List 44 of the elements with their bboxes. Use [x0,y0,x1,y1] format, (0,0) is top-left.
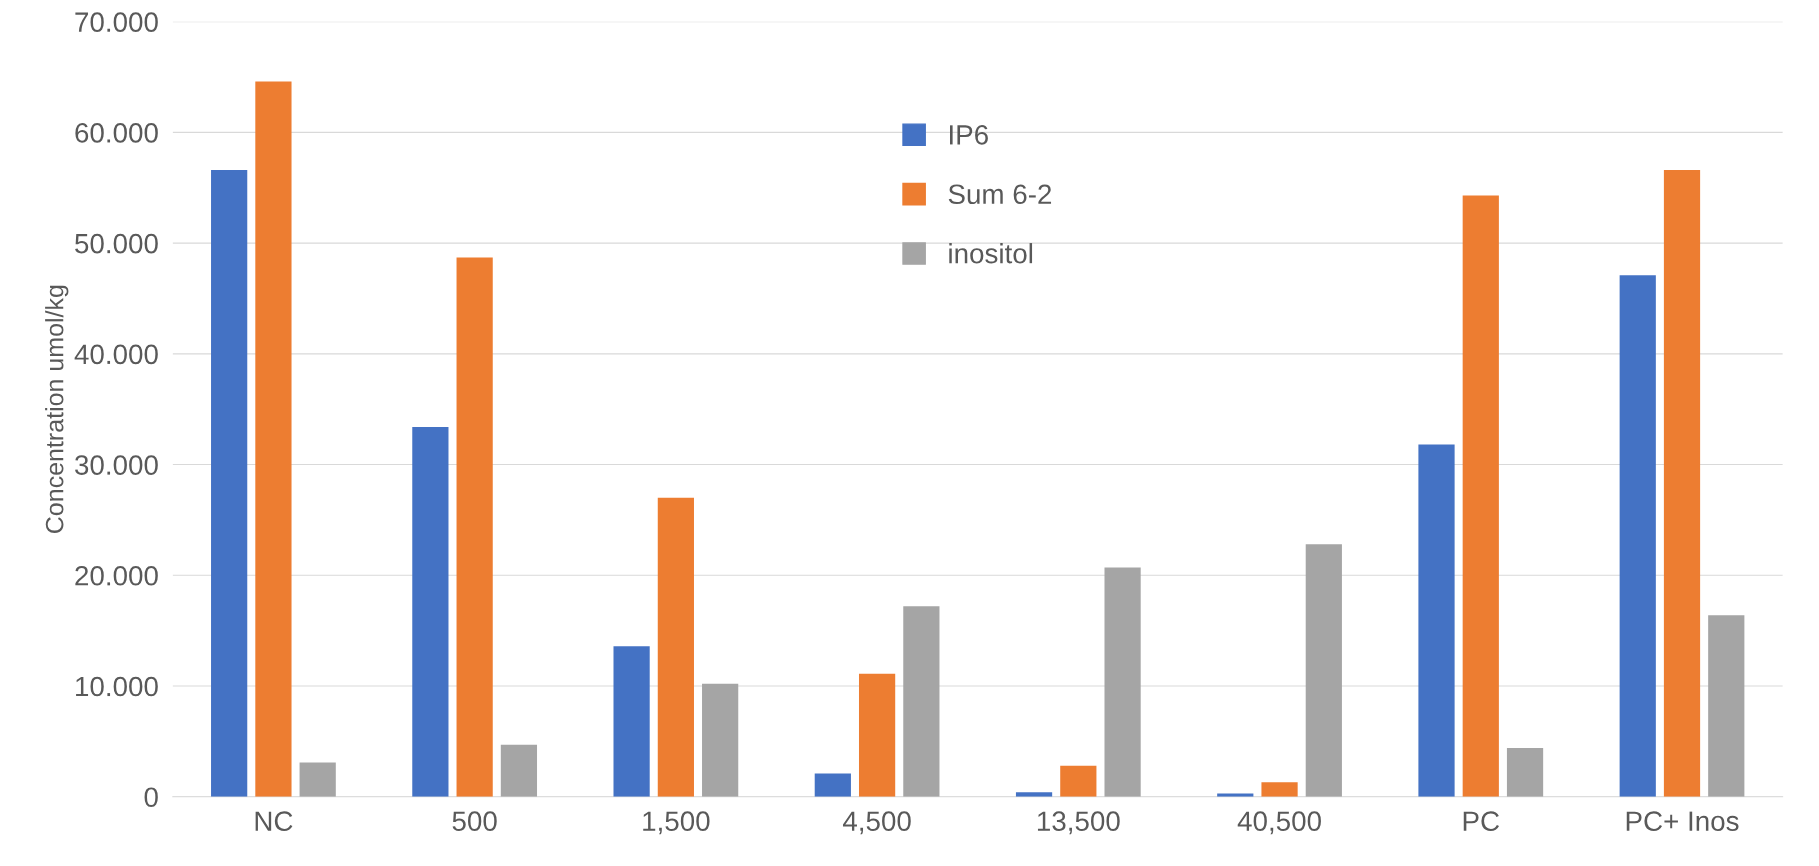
y-tick-label: 30.000 [75,455,158,475]
bar [1663,170,1701,797]
bar [299,762,336,797]
y-axis-title: Concentration umol/kg [45,285,69,533]
y-tick-label: 70.000 [75,12,158,32]
x-tick-label: 13,500 [1037,811,1120,835]
x-tick-label: PC [1463,811,1500,832]
y-tick-label: 10.000 [76,676,158,697]
legend-label: inositol [949,243,1033,264]
bar [1060,765,1097,797]
bar [657,497,694,797]
bar [255,81,292,797]
bar [1015,792,1053,797]
bar [1305,544,1342,797]
legend-label: IP6 [950,125,988,145]
bar [1506,748,1544,797]
bar [211,170,248,797]
x-tick-label: 1,500 [643,811,710,835]
bar [1104,567,1141,797]
bar [1418,444,1455,797]
bar [613,646,650,797]
bar [412,426,449,797]
bar [858,673,896,797]
x-tick-label: PC+ Inos [1626,811,1739,832]
bar [903,606,940,797]
bar [1261,782,1298,797]
bar [814,773,851,797]
x-tick-label: NC [255,811,293,832]
bar [1708,615,1745,797]
bar [702,683,739,797]
bar [500,744,538,797]
x-tick-label: 4,500 [842,811,911,835]
legend-label: Sum 6-2 [948,184,1052,205]
x-tick-label: 500 [452,811,497,832]
y-tick-label: 20.000 [75,565,158,586]
bar [456,257,493,797]
y-tick-label: 40.000 [74,344,158,365]
bar [1217,793,1254,797]
y-tick-label: 0 [144,787,158,808]
bar [1462,195,1499,797]
bar [1619,275,1656,797]
y-tick-label: 60.000 [75,123,158,143]
y-tick-label: 50.000 [75,233,158,254]
x-tick-label: 40,500 [1237,811,1321,835]
